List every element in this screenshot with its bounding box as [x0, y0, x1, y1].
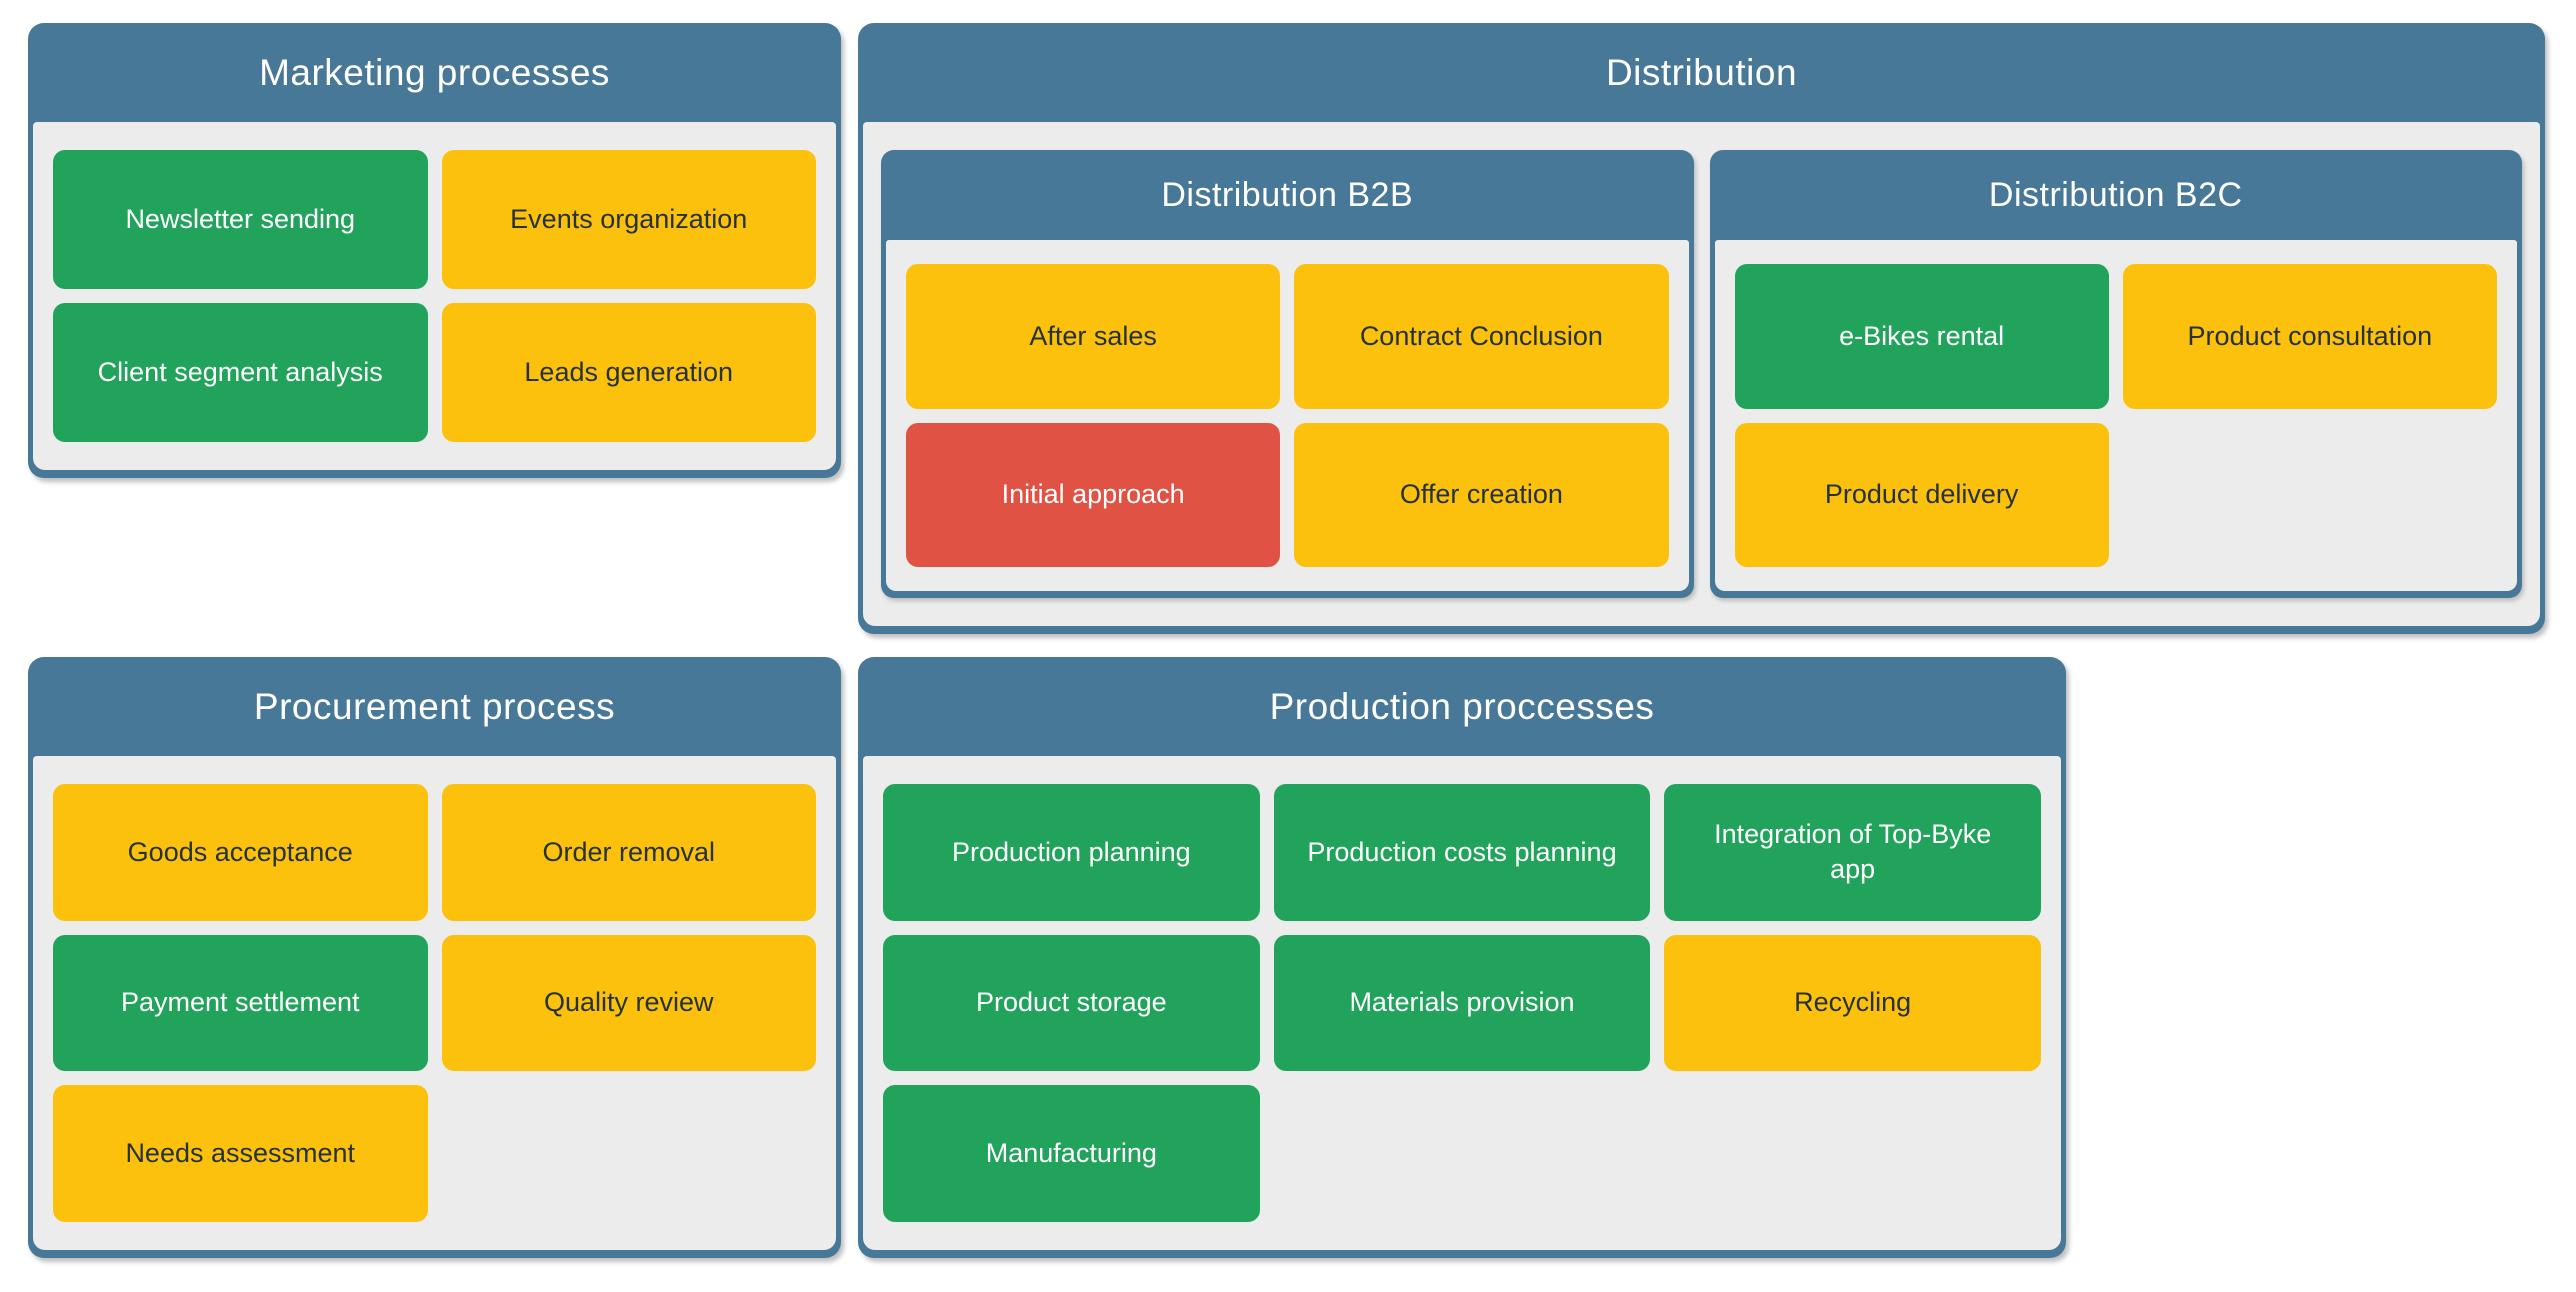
- tile-contract-conclusion: Contract Conclusion: [1294, 264, 1669, 409]
- group-body-procurement: Goods acceptance Order removal Payment s…: [33, 756, 836, 1250]
- tile-product-delivery: Product delivery: [1734, 422, 2109, 567]
- tile-needs-assessment: Needs assessment: [53, 1085, 428, 1222]
- tile-goods-acceptance: Goods acceptance: [53, 784, 428, 921]
- tile-events-organization: Events organization: [441, 150, 816, 289]
- tile-client-segment-analysis: Client segment analysis: [53, 303, 428, 442]
- tile-e-bikes-rental: e-Bikes rental: [1734, 264, 2109, 409]
- group-body-production: Production planning Production costs pla…: [863, 756, 2061, 1250]
- tile-product-consultation: Product consultation: [2122, 264, 2497, 409]
- tile-leads-generation: Leads generation: [441, 303, 816, 442]
- tile-payment-settlement: Payment settlement: [53, 934, 428, 1072]
- group-title-production: Production proccesses: [1269, 685, 1655, 727]
- tile-offer-creation: Offer creation: [1294, 422, 1669, 567]
- tile-production-planning: Production planning: [883, 784, 1260, 921]
- group-title-marketing: Marketing processes: [259, 51, 610, 93]
- tile-after-sales: After sales: [906, 264, 1281, 409]
- subgroup-title-distribution-b2c: Distribution B2C: [1988, 175, 2243, 214]
- group-body-marketing: Newsletter sending Events organization C…: [33, 122, 836, 470]
- tile-initial-approach: Initial approach: [906, 422, 1281, 567]
- group-distribution: Distribution Distribution B2B After sale…: [858, 23, 2545, 634]
- subgroup-distribution-b2c: Distribution B2C e-Bikes rental Product …: [1709, 150, 2522, 598]
- tile-production-costs-planning: Production costs planning: [1273, 784, 1651, 921]
- group-production-processes: Production proccesses Production plannin…: [858, 657, 2066, 1258]
- tile-product-storage: Product storage: [883, 934, 1260, 1072]
- subgroup-body-distribution-b2c: e-Bikes rental Product consultation Prod…: [1714, 240, 2517, 591]
- subgroup-distribution-b2b: Distribution B2B After sales Contract Co…: [881, 150, 1694, 598]
- group-body-distribution: Distribution B2B After sales Contract Co…: [863, 122, 2540, 626]
- group-title-distribution: Distribution: [1605, 51, 1798, 93]
- tile-integration-of-top-byke-app: Integration of Top-Byke app: [1664, 784, 2041, 921]
- subgroup-body-distribution-b2b: After sales Contract Conclusion Initial …: [886, 240, 1689, 591]
- group-marketing-processes: Marketing processes Newsletter sending E…: [28, 23, 841, 478]
- group-title-procurement: Procurement process: [253, 685, 616, 727]
- tile-quality-review: Quality review: [441, 934, 816, 1072]
- subgroup-title-distribution-b2b: Distribution B2B: [1161, 175, 1414, 214]
- group-procurement-process: Procurement process Goods acceptance Ord…: [28, 657, 841, 1258]
- tile-manufacturing: Manufacturing: [883, 1085, 1260, 1222]
- tile-materials-provision: Materials provision: [1273, 934, 1651, 1072]
- tile-newsletter-sending: Newsletter sending: [53, 150, 428, 289]
- tile-order-removal: Order removal: [441, 784, 816, 921]
- tile-recycling: Recycling: [1664, 934, 2041, 1072]
